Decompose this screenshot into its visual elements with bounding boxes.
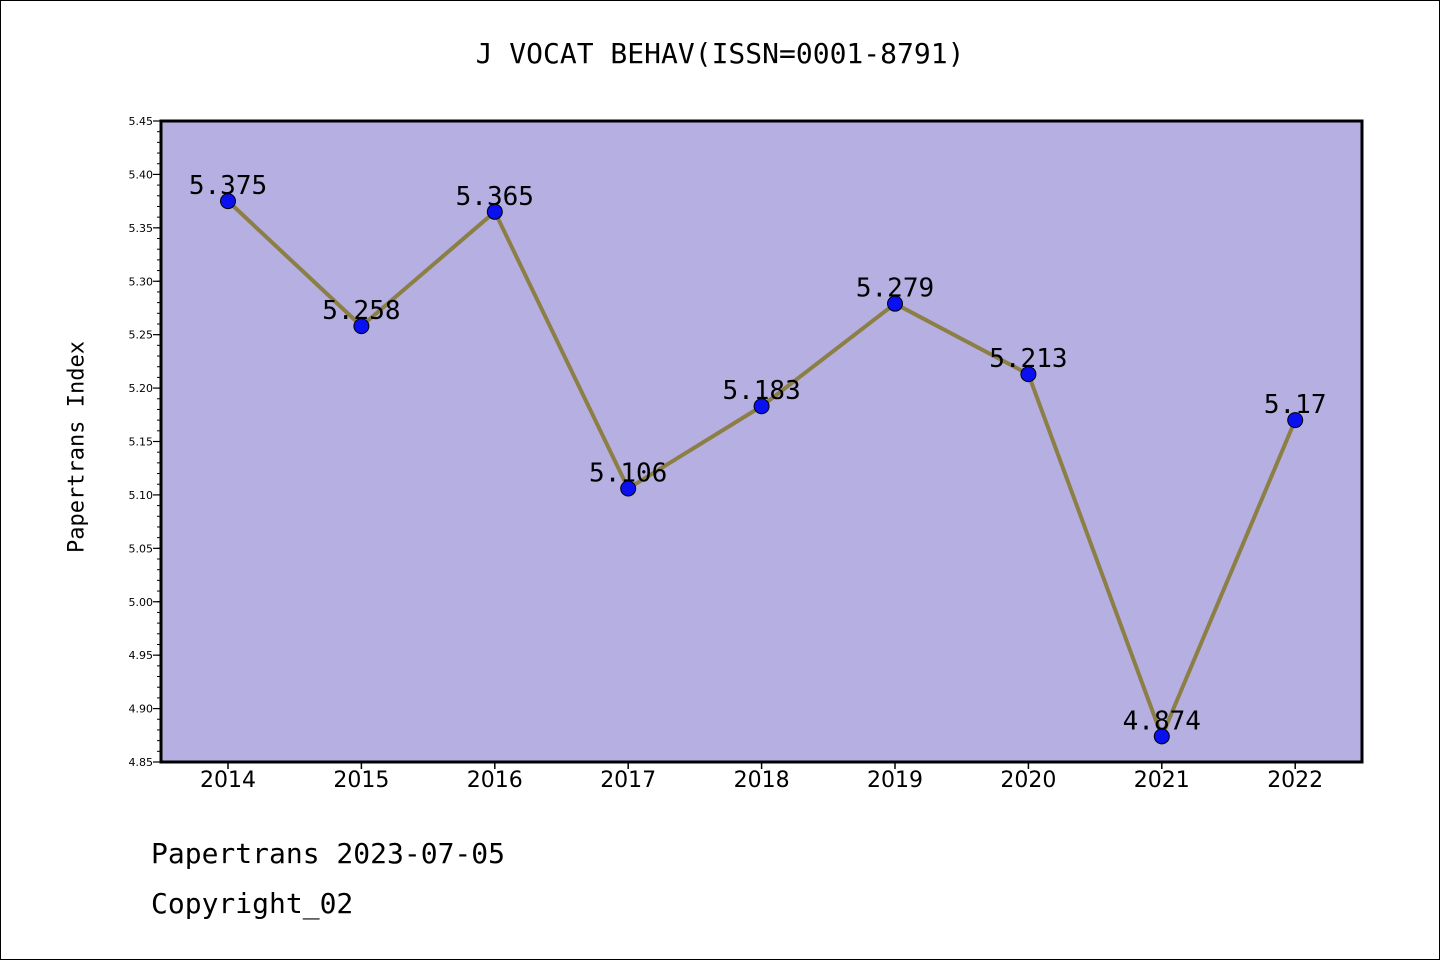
x-tick-label: 2019	[867, 768, 923, 793]
data-points	[220, 193, 1304, 745]
y-tick-label: 4.85	[129, 756, 154, 769]
data-point	[1287, 412, 1304, 429]
chart-title: J VOCAT BEHAV(ISSN=0001-8791)	[475, 37, 965, 70]
y-tick-label: 5.45	[129, 115, 154, 128]
data-label: 5.375	[189, 171, 267, 201]
x-tick-label: 2022	[1267, 768, 1323, 793]
data-point	[1153, 728, 1170, 745]
x-tick-label: 2014	[200, 768, 256, 793]
y-tick-label: 5.00	[129, 596, 154, 609]
y-tick-label: 5.40	[129, 168, 154, 181]
data-point	[1020, 366, 1037, 383]
data-labels: 5.375 5.258 5.365 5.106 5.183 5.279 5.213 4.874…	[189, 171, 1327, 736]
y-tick-label: 5.35	[129, 222, 154, 235]
y-tick-label: 5.10	[129, 489, 154, 502]
data-label: 5.258	[322, 296, 400, 326]
data-point	[220, 193, 236, 210]
data-label: 5.213	[989, 344, 1067, 374]
y-tick-label: 5.05	[129, 542, 154, 555]
x-tick-label: 2016	[467, 768, 523, 793]
plot-area	[161, 121, 1362, 762]
x-axis-ticks: 2014 2015 2016 2017 2018 2019 2020 2021 2022	[200, 762, 1323, 793]
data-label: 5.365	[456, 182, 534, 212]
data-label: 5.106	[589, 459, 667, 489]
y-tick-label: 5.25	[129, 329, 154, 342]
y-tick-label: 4.90	[129, 703, 154, 716]
data-point	[887, 295, 903, 312]
x-tick-label: 2021	[1134, 768, 1190, 793]
y-axis-ticks: 4.85 4.90 4.95 5.00 5.05 5.10 5.15 5.20 5.25 5.30…	[129, 115, 161, 769]
data-point	[620, 480, 637, 497]
data-point	[486, 203, 503, 220]
data-point	[753, 398, 770, 415]
footer-copyright: Copyright_02	[151, 887, 354, 920]
x-tick-label: 2018	[734, 768, 790, 793]
x-tick-label: 2017	[600, 768, 656, 793]
data-label: 5.17	[1264, 390, 1327, 420]
data-label: 5.183	[722, 376, 800, 406]
data-label: 5.279	[856, 274, 934, 304]
data-label: 4.874	[1123, 706, 1201, 736]
y-tick-label: 5.20	[129, 382, 154, 395]
y-tick-label: 5.30	[129, 275, 154, 288]
plot-border	[159, 119, 1364, 764]
x-tick-label: 2020	[1000, 768, 1056, 793]
y-tick-label: 5.15	[129, 436, 154, 449]
data-point	[353, 318, 370, 335]
x-tick-label: 2015	[333, 768, 389, 793]
footer-date: Papertrans 2023-07-05	[151, 837, 506, 870]
y-tick-label: 4.95	[129, 649, 154, 662]
